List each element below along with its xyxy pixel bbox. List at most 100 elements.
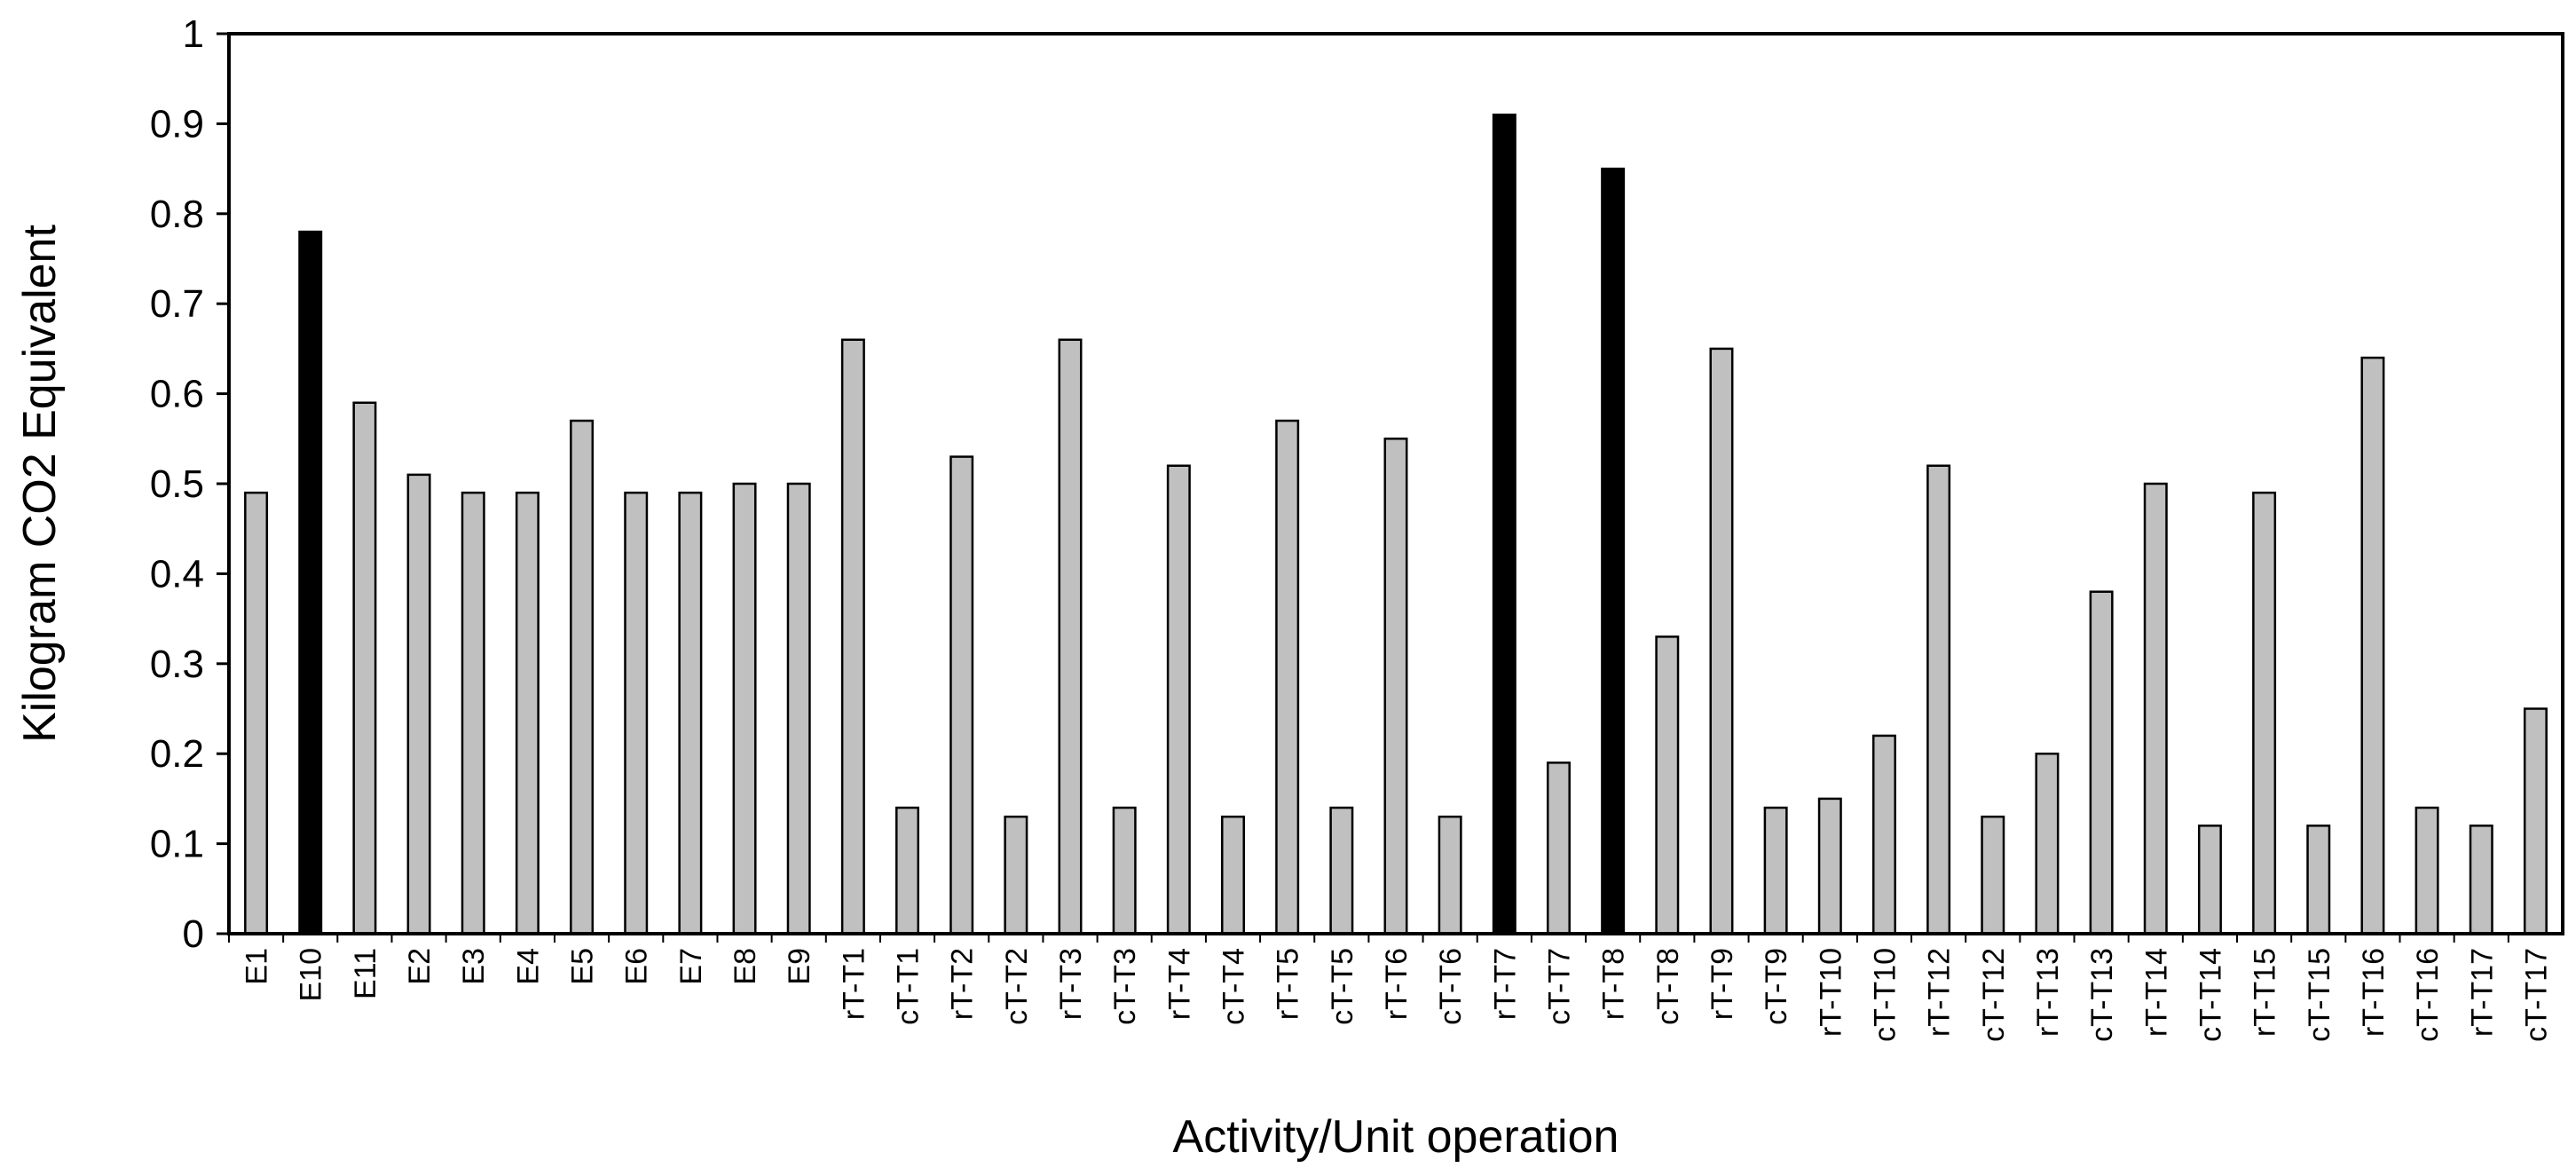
bar-E6 <box>624 491 649 935</box>
bar-rT-T16 <box>2360 356 2385 935</box>
bar-rT-T5 <box>1275 419 1300 935</box>
bar-E4 <box>515 491 540 935</box>
x-tick-label: cT-T3 <box>1108 948 1142 1025</box>
x-tick-label: E3 <box>457 948 491 985</box>
x-tick-label: cT-T2 <box>1000 948 1034 1025</box>
bar-cT-T5 <box>1329 806 1354 935</box>
y-tick-label: 0 <box>183 912 204 956</box>
x-tick-label: E6 <box>620 948 654 985</box>
x-tick-label: rT-T12 <box>1923 948 1957 1037</box>
x-tick-label: rT-T9 <box>1706 948 1739 1020</box>
x-tick-label: cT-T8 <box>1651 948 1685 1025</box>
bar-rT-T2 <box>949 455 974 935</box>
x-tick-label: cT-T9 <box>1760 948 1793 1025</box>
x-tick-label: E4 <box>511 948 545 985</box>
bar-cT-T8 <box>1655 635 1680 935</box>
bar-rT-T6 <box>1383 438 1408 935</box>
x-tick-label: cT-T17 <box>2519 948 2553 1042</box>
bar-rT-T9 <box>1709 347 1734 935</box>
bar-E1 <box>244 491 269 935</box>
x-tick-label: cT-T16 <box>2411 948 2445 1042</box>
x-tick-label: rT-T5 <box>1272 948 1305 1020</box>
x-tick-label: E11 <box>349 948 382 999</box>
bar-cT-T6 <box>1438 815 1462 935</box>
x-tick-label: E10 <box>295 948 328 1002</box>
y-axis-title: Kilogram CO2 Equivalent <box>14 225 66 743</box>
x-tick-label: E2 <box>403 948 437 985</box>
bar-E2 <box>406 473 431 935</box>
bar-E10 <box>298 230 323 935</box>
y-tick-label: 0.7 <box>150 282 204 326</box>
x-tick-label: cT-T6 <box>1434 948 1468 1025</box>
x-tick-label: E8 <box>729 948 762 985</box>
x-tick-label: rT-T3 <box>1054 948 1088 1020</box>
bar-rT-T4 <box>1166 464 1191 935</box>
bar-rT-T15 <box>2252 491 2277 935</box>
x-tick-label: rT-T2 <box>946 948 980 1020</box>
x-tick-label: cT-T15 <box>2303 948 2336 1042</box>
x-tick-label: rT-T13 <box>2031 948 2065 1037</box>
y-tick-label: 0.1 <box>150 823 204 866</box>
y-tick-label: 0.6 <box>150 373 204 416</box>
bar-rT-T14 <box>2143 482 2168 935</box>
bar-E7 <box>678 491 703 935</box>
x-tick-label: cT-T1 <box>892 948 926 1025</box>
x-tick-label: rT-T6 <box>1380 948 1414 1020</box>
bar-cT-T1 <box>895 806 920 935</box>
bar-E11 <box>352 401 377 935</box>
y-tick-label: 1 <box>183 12 204 56</box>
x-tick-label: E7 <box>674 948 708 985</box>
x-tick-label: cT-T4 <box>1217 948 1251 1025</box>
y-tick-label: 0.3 <box>150 643 204 686</box>
x-tick-label: E1 <box>240 948 274 985</box>
bar-cT-T7 <box>1547 762 1571 935</box>
x-tick-label: rT-T8 <box>1597 948 1631 1020</box>
bar-rT-T17 <box>2469 825 2493 935</box>
plot-area-frame <box>227 32 2564 935</box>
x-tick-label: rT-T16 <box>2357 948 2391 1037</box>
bar-E9 <box>786 482 811 935</box>
bar-cT-T9 <box>1763 806 1788 935</box>
bar-cT-T12 <box>1981 815 2005 935</box>
bar-cT-T16 <box>2415 806 2439 935</box>
bar-E8 <box>732 482 757 935</box>
bar-rT-T7 <box>1492 114 1516 935</box>
bar-E5 <box>570 419 595 935</box>
bar-rT-T12 <box>1926 464 1951 935</box>
x-tick-label: cT-T7 <box>1542 948 1576 1025</box>
x-tick-label: rT-T15 <box>2249 948 2282 1037</box>
bar-cT-T3 <box>1112 806 1137 935</box>
x-tick-label: cT-T14 <box>2194 948 2227 1042</box>
x-tick-label: cT-T5 <box>1326 948 1359 1025</box>
y-axis-ticks: 0 0.1 0.2 0.3 0.4 0.5 0.6 0.7 0.8 0.9 1 <box>150 12 229 956</box>
bar-E3 <box>461 491 485 935</box>
x-tick-label: E5 <box>566 948 600 985</box>
x-axis-title: Activity/Unit operation <box>1173 1111 1619 1163</box>
x-tick-label: rT-T7 <box>1488 948 1522 1020</box>
x-tick-label: cT-T10 <box>1868 948 1902 1042</box>
bar-rT-T1 <box>840 338 865 935</box>
x-tick-label: rT-T17 <box>2465 948 2499 1037</box>
bar-cT-T15 <box>2306 825 2331 935</box>
x-tick-label: E9 <box>783 948 816 985</box>
y-tick-label: 0.5 <box>150 462 204 506</box>
y-tick-label: 0.2 <box>150 732 204 776</box>
x-tick-label: rT-T10 <box>1814 948 1847 1037</box>
x-axis-ticks: E1 E10 E11 E2 E3 E4 E5 E6 E7 E8 E9 rT-T1 cT-T1 rT-T2 c… <box>228 934 2553 1042</box>
bar-cT-T2 <box>1004 815 1028 935</box>
x-tick-label: rT-T4 <box>1162 948 1196 1020</box>
bar-rT-T13 <box>2035 752 2060 935</box>
x-tick-label: cT-T13 <box>2085 948 2119 1042</box>
bar-cT-T17 <box>2523 707 2548 935</box>
bar-cT-T14 <box>2197 825 2222 935</box>
x-tick-label: rT-T14 <box>2139 948 2173 1037</box>
y-tick-label: 0.4 <box>150 552 204 596</box>
bar-rT-T10 <box>1817 797 1842 935</box>
bar-cT-T13 <box>2089 590 2114 935</box>
bar-cT-T10 <box>1871 734 1896 935</box>
y-tick-label: 0.8 <box>150 193 204 236</box>
y-tick-label: 0.9 <box>150 102 204 146</box>
bar-cT-T4 <box>1221 815 1245 935</box>
x-tick-label: cT-T12 <box>1977 948 2011 1042</box>
